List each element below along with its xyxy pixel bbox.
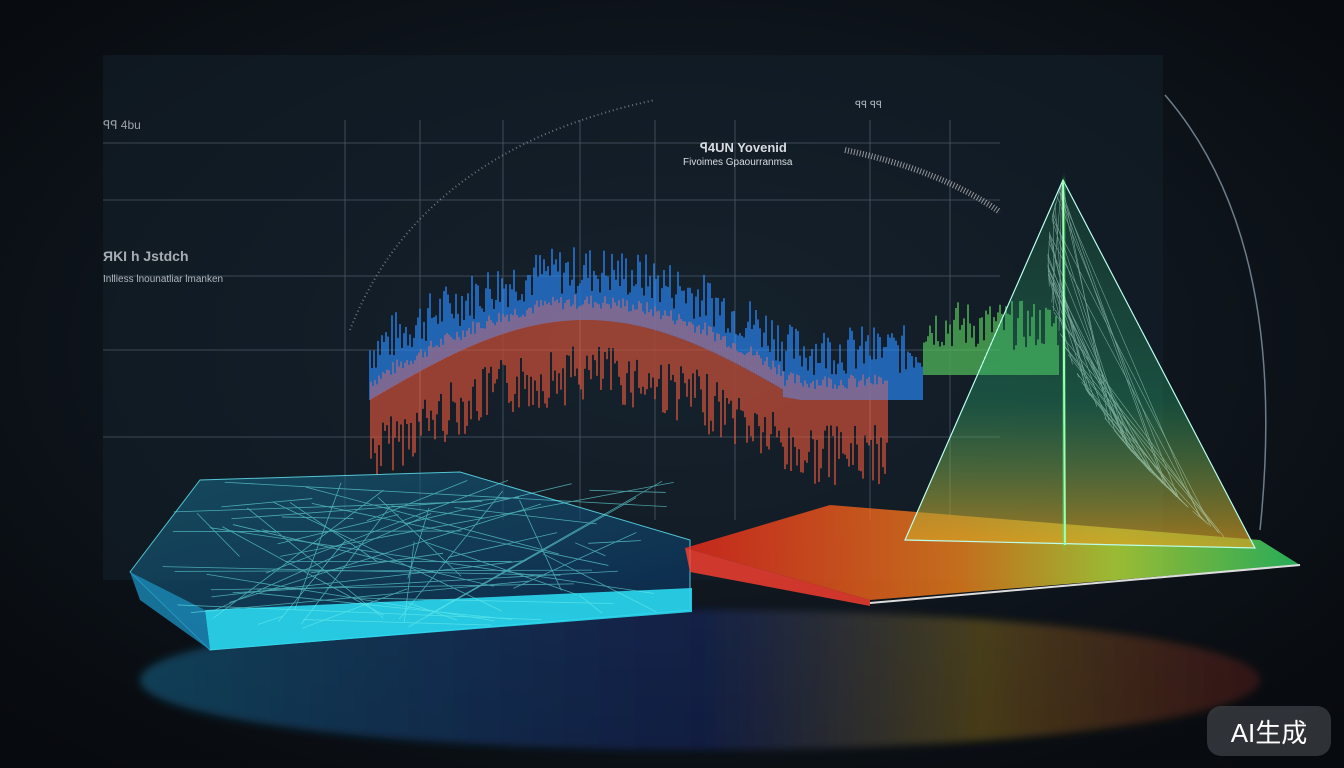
mesh-line: [294, 482, 342, 610]
mesh-line: [366, 480, 468, 522]
mesh-line: [162, 566, 561, 576]
mesh-line: [303, 619, 492, 626]
mesh-line: [224, 481, 667, 508]
mesh-line: [1049, 234, 1202, 519]
waveform: [369, 247, 1059, 485]
mesh-line: [277, 514, 399, 545]
mesh-line: [1104, 417, 1139, 459]
mesh-line: [261, 529, 277, 533]
mesh-line: [1051, 217, 1212, 527]
mesh-line: [1048, 241, 1138, 458]
mesh-line: [173, 500, 483, 513]
watermark-badge: AI生成: [1207, 706, 1331, 756]
mesh-line: [210, 583, 574, 591]
mesh-line: [1049, 232, 1087, 390]
mesh-line: [272, 501, 503, 612]
mesh-line: [311, 503, 609, 566]
left-title: ЯKI h Jstdch: [103, 248, 189, 264]
mesh-line: [302, 588, 408, 629]
mesh-line: [206, 573, 495, 622]
mesh-line: [575, 542, 606, 557]
tick-arc: [844, 147, 1002, 215]
mesh-line: [1051, 218, 1125, 444]
mesh-line: [403, 541, 415, 622]
mesh-line: [1058, 190, 1200, 518]
mesh-line: [177, 604, 542, 621]
mesh-line: [281, 516, 354, 519]
mesh-line: [408, 602, 458, 621]
mesh-line: [232, 524, 494, 587]
mesh-line: [280, 481, 674, 557]
mesh-line: [588, 540, 641, 544]
mesh-line: [1085, 389, 1207, 523]
mesh-line: [196, 512, 240, 557]
mesh-line: [1047, 231, 1051, 268]
mesh-line: [424, 541, 577, 595]
mesh-line: [1051, 202, 1056, 219]
mesh-line: [454, 507, 597, 525]
left-subtitle: Inlliess lnounatliar lmanken: [103, 274, 224, 285]
mesh-line: [1060, 187, 1168, 488]
mesh-line: [408, 497, 637, 628]
mesh-line: [212, 513, 432, 612]
mesh-line: [1137, 458, 1140, 461]
mesh-line: [358, 597, 614, 604]
mesh-line: [398, 490, 503, 620]
mesh-line: [257, 615, 283, 625]
mesh-line: [277, 540, 346, 622]
mesh-line: [209, 527, 655, 594]
mesh-line: [404, 483, 572, 525]
mesh-pyramid: [904, 178, 1257, 549]
floor-reflection: [140, 610, 1260, 750]
main-subtitle: Fivoimes Gpaourranmsa: [683, 157, 793, 168]
mesh-line: [1058, 184, 1062, 331]
mesh-line: [448, 532, 558, 558]
main-title: ꟼ4UN Yovenid: [700, 140, 787, 155]
mesh-line: [513, 532, 637, 589]
mesh-line: [1058, 191, 1166, 486]
mesh-line: [231, 497, 520, 520]
mesh-line: [391, 505, 484, 519]
mesh-line: [191, 580, 530, 613]
mesh-line: [310, 552, 444, 574]
mesh-line: [1081, 381, 1151, 472]
right-arc: [1164, 94, 1267, 531]
mesh-line: [1047, 265, 1098, 407]
mesh-line: [1064, 346, 1220, 534]
right-rainbow-slab: [685, 505, 1301, 606]
mesh-line: [301, 506, 391, 625]
mesh-line: [221, 498, 313, 508]
mesh-line: [1047, 270, 1089, 394]
arc-label: ꟼꟼ ꟼꟼ: [855, 100, 882, 111]
mesh-line: [1048, 278, 1150, 471]
mesh-line: [305, 486, 559, 555]
mesh-line: [246, 507, 384, 619]
mesh-line: [289, 501, 377, 562]
mesh-line: [542, 553, 657, 613]
mesh-line: [579, 594, 603, 614]
mesh-line: [1059, 333, 1225, 538]
mesh-line: [1047, 274, 1073, 365]
mesh-line: [255, 592, 513, 620]
mesh-line: [407, 507, 430, 579]
mesh-line: [1192, 510, 1210, 525]
mesh-line: [426, 480, 663, 617]
left-mesh-slab: [129, 471, 692, 651]
mesh-line: [1076, 373, 1080, 378]
mesh-line: [174, 569, 593, 572]
mesh-line: [212, 489, 384, 619]
mesh-line: [1057, 196, 1180, 500]
mesh-line: [1061, 182, 1110, 425]
left-top-label: ꟼꟼ 4bu: [103, 118, 141, 132]
mesh-line: [1054, 204, 1066, 348]
